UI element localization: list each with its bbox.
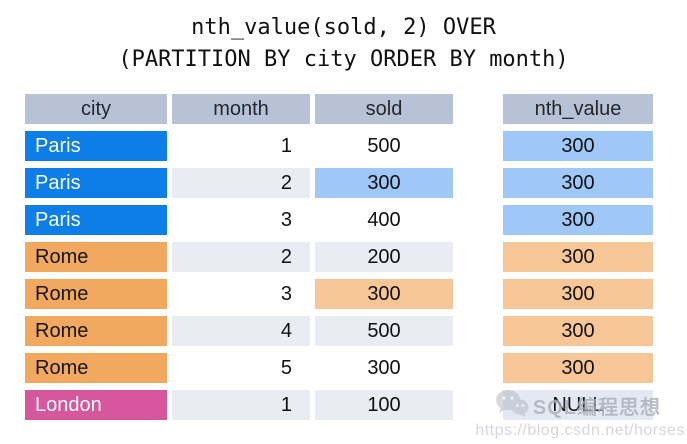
sold-cell: 300 <box>315 279 453 309</box>
nth-value-cell: 300 <box>503 242 653 272</box>
sold-cell: 300 <box>315 168 453 198</box>
column-header-nth-value: nth_value <box>503 94 653 124</box>
month-cell: 4 <box>172 316 310 346</box>
city-cell: Paris <box>25 131 167 161</box>
result-column: nth_value 300 300 300 300 300 300 300 NU… <box>503 94 653 420</box>
nth-value-cell: 300 <box>503 205 653 235</box>
title-line-2: (PARTITION BY city ORDER BY month) <box>118 47 569 72</box>
title-line-1: nth_value(sold, 2) OVER <box>191 15 496 40</box>
month-cell: 3 <box>280 209 292 231</box>
nth-value-cell: NULL <box>503 390 653 420</box>
nth-value-cell: 300 <box>503 168 653 198</box>
sold-cell: 100 <box>315 390 453 420</box>
nth-value-cell: 300 <box>503 279 653 309</box>
month-cell: 1 <box>172 390 310 420</box>
sold-cell: 200 <box>315 242 453 272</box>
sold-cell: 500 <box>315 316 453 346</box>
month-cell: 5 <box>280 357 292 379</box>
month-cell: 2 <box>172 168 310 198</box>
nth-value-cell: 300 <box>503 131 653 161</box>
city-cell: Paris <box>25 205 167 235</box>
month-cell: 3 <box>280 283 292 305</box>
month-cell: 1 <box>280 135 292 157</box>
column-header-city: city <box>25 94 167 124</box>
city-cell: Rome <box>25 316 167 346</box>
city-cell: Rome <box>25 353 167 383</box>
nth-value-cell: 300 <box>503 353 653 383</box>
nth-value-cell: 300 <box>503 316 653 346</box>
source-table: city month sold Paris 1 500 Paris 2 300 … <box>25 94 453 420</box>
city-cell: Rome <box>25 242 167 272</box>
column-header-month: month <box>172 94 310 124</box>
sold-cell: 300 <box>367 357 401 379</box>
watermark-url-text: https://blog.csdn.net/horses <box>475 422 685 439</box>
city-cell: London <box>25 390 167 420</box>
city-cell: Paris <box>25 168 167 198</box>
month-cell: 2 <box>172 242 310 272</box>
sold-cell: 500 <box>367 135 401 157</box>
column-header-sold: sold <box>315 94 453 124</box>
sql-expression-title: nth_value(sold, 2) OVER (PARTITION BY cit… <box>0 12 687 76</box>
city-cell: Rome <box>25 279 167 309</box>
sold-cell: 400 <box>367 209 401 231</box>
